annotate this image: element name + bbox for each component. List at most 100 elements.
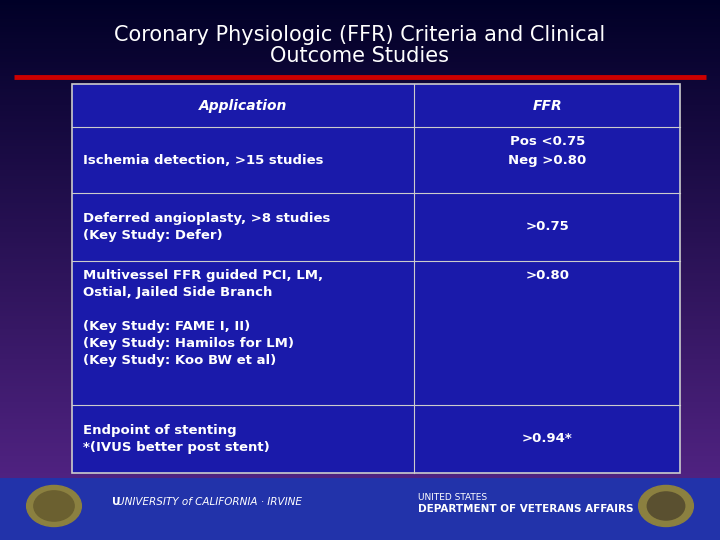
Circle shape	[34, 491, 74, 521]
Bar	[0, 456, 720, 459]
Bar	[0, 402, 720, 405]
Bar	[0, 0, 720, 3]
Text: Multivessel FFR guided PCI, LM,
Ostial, Jailed Side Branch

(Key Study: FAME I, : Multivessel FFR guided PCI, LM, Ostial, …	[83, 269, 323, 367]
Bar	[0, 432, 720, 435]
Bar	[0, 327, 720, 329]
Bar	[0, 513, 720, 516]
Bar	[0, 127, 720, 130]
Bar	[0, 392, 720, 394]
Bar	[0, 275, 720, 278]
Bar	[0, 364, 720, 367]
Bar	[0, 221, 720, 224]
Bar	[0, 532, 720, 535]
Bar	[0, 421, 720, 424]
Bar	[0, 5, 720, 8]
Bar	[0, 200, 720, 202]
Bar	[0, 346, 720, 348]
Bar	[0, 464, 720, 467]
Bar	[0, 78, 720, 81]
Bar	[0, 478, 720, 481]
Bar	[0, 378, 720, 381]
Bar	[0, 405, 720, 408]
Bar	[0, 462, 720, 464]
Bar	[0, 367, 720, 370]
Bar	[0, 230, 720, 232]
Bar	[0, 116, 720, 119]
Bar	[0, 132, 720, 135]
Bar	[0, 86, 720, 89]
Bar	[0, 302, 720, 305]
Bar	[0, 151, 720, 154]
Bar	[0, 148, 720, 151]
Bar	[0, 32, 720, 35]
Bar	[0, 362, 720, 364]
Bar	[0, 181, 720, 184]
Bar	[0, 338, 720, 340]
Bar	[0, 494, 720, 497]
Text: U: U	[112, 497, 120, 507]
Bar	[0, 108, 720, 111]
Bar	[0, 321, 720, 324]
Bar	[0, 202, 720, 205]
Bar	[0, 232, 720, 235]
Bar	[0, 329, 720, 332]
Bar	[0, 103, 720, 105]
Bar	[0, 389, 720, 392]
Bar	[0, 443, 720, 445]
Text: >0.94*: >0.94*	[522, 432, 572, 445]
Bar	[0, 97, 720, 100]
Bar	[0, 30, 720, 32]
Bar	[0, 332, 720, 335]
Bar	[0, 289, 720, 292]
Bar	[0, 159, 720, 162]
Circle shape	[647, 492, 685, 520]
Bar	[0, 111, 720, 113]
Bar	[0, 526, 720, 529]
Bar	[0, 243, 720, 246]
Bar	[0, 162, 720, 165]
Bar	[0, 310, 720, 313]
Bar	[0, 370, 720, 373]
Bar	[0, 259, 720, 262]
Bar	[0, 216, 720, 219]
Bar	[0, 49, 720, 51]
Bar	[0, 235, 720, 238]
Bar	[0, 408, 720, 410]
Bar	[0, 427, 720, 429]
Text: DEPARTMENT OF VETERANS AFFAIRS: DEPARTMENT OF VETERANS AFFAIRS	[418, 504, 633, 514]
Bar	[0, 46, 720, 49]
Bar	[0, 497, 720, 500]
Bar	[0, 394, 720, 397]
Bar	[0, 173, 720, 176]
Bar	[0, 273, 720, 275]
Bar	[0, 265, 720, 267]
Text: FFR: FFR	[532, 98, 562, 112]
Bar	[0, 140, 720, 143]
Bar	[0, 238, 720, 240]
Bar	[0, 505, 720, 508]
Text: Application: Application	[199, 98, 287, 112]
Bar	[0, 170, 720, 173]
Bar	[0, 319, 720, 321]
Bar	[0, 11, 720, 14]
Bar	[0, 76, 720, 78]
Bar	[0, 176, 720, 178]
Bar	[0, 459, 720, 462]
Bar	[0, 194, 720, 197]
Bar	[0, 192, 720, 194]
Bar	[0, 475, 720, 478]
Bar	[0, 418, 720, 421]
Bar	[0, 143, 720, 146]
Bar	[0, 297, 720, 300]
Bar	[0, 146, 720, 148]
Text: Endpoint of stenting
*(IVUS better post stent): Endpoint of stenting *(IVUS better post …	[83, 424, 269, 454]
Bar	[0, 489, 720, 491]
Bar	[0, 213, 720, 216]
Circle shape	[639, 485, 693, 526]
Bar	[0, 429, 720, 432]
Bar	[0, 35, 720, 38]
Bar	[0, 94, 720, 97]
Bar	[0, 521, 720, 524]
Bar	[0, 254, 720, 256]
Bar	[0, 16, 720, 19]
